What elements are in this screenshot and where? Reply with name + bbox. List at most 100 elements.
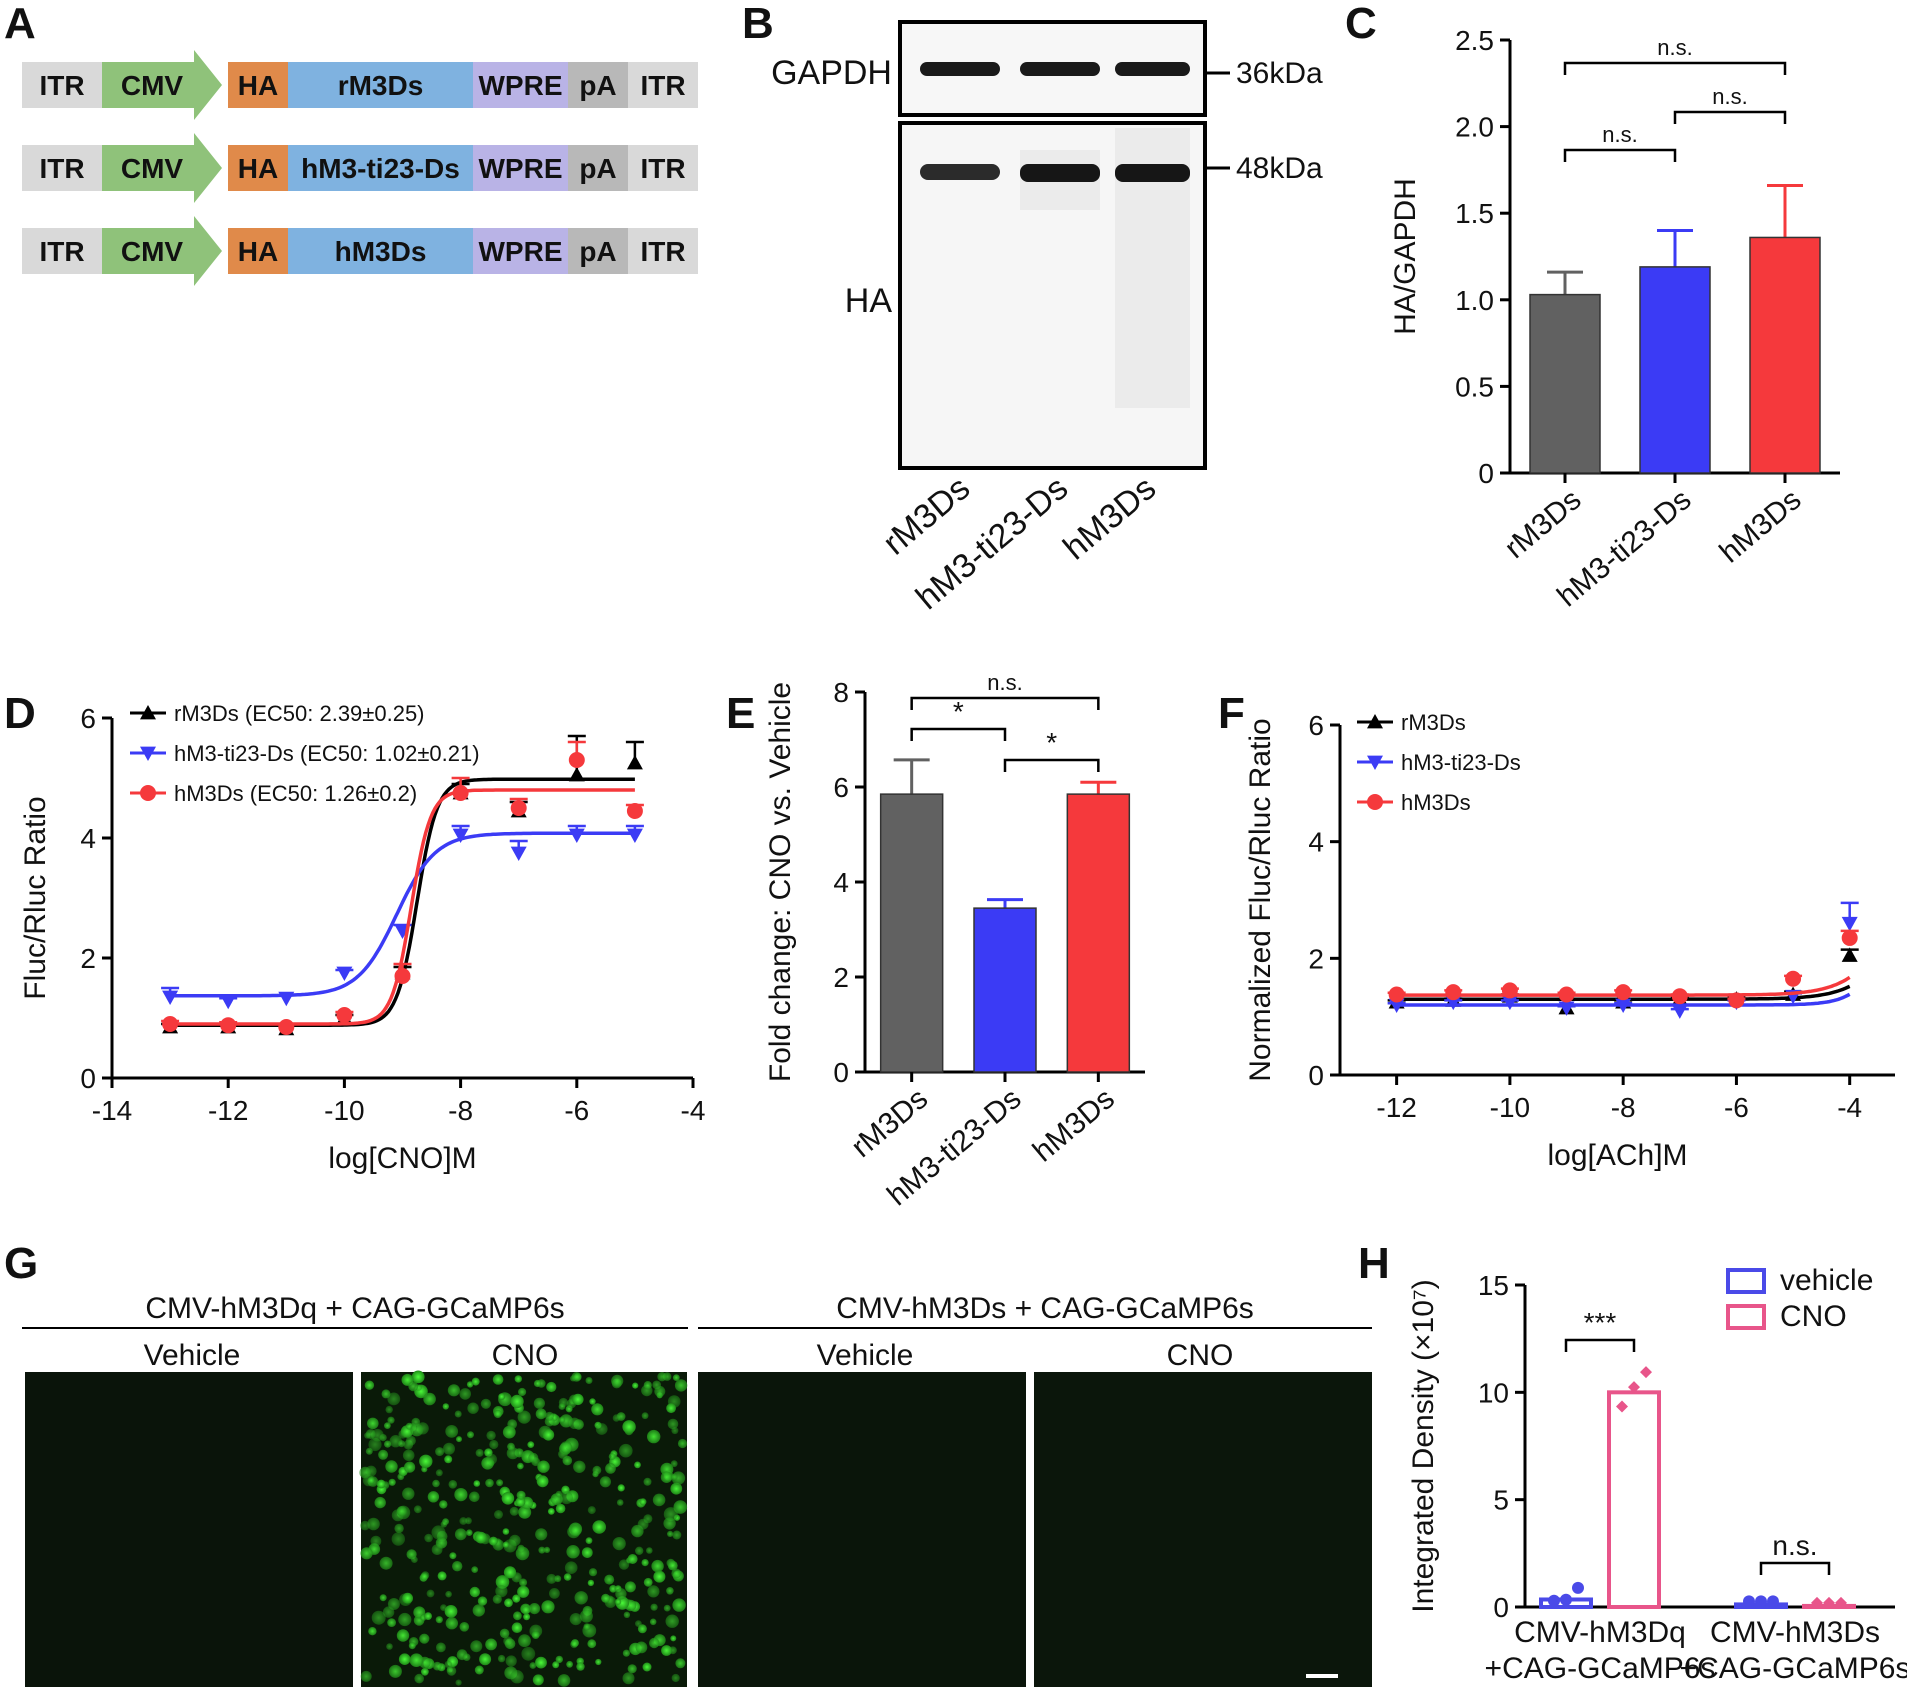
segment-label: CMV	[121, 153, 184, 184]
cell	[387, 1392, 401, 1406]
cell	[414, 1673, 425, 1684]
cell	[566, 1545, 580, 1559]
cell	[445, 1617, 458, 1630]
bar	[1639, 266, 1711, 474]
cell	[527, 1441, 535, 1448]
cell	[541, 1600, 555, 1614]
cell	[502, 1541, 509, 1548]
data-point	[1671, 1004, 1688, 1019]
cell	[615, 1588, 627, 1600]
cell	[467, 1431, 474, 1439]
cell	[591, 1403, 604, 1416]
panel-label-f: F	[1218, 689, 1245, 738]
segment-label: hM3-ti23-Ds	[301, 153, 460, 184]
cell	[496, 1479, 504, 1487]
cell	[402, 1487, 415, 1500]
category-label: +CAG-GCaMP6s	[1485, 1652, 1716, 1685]
cell	[396, 1629, 410, 1642]
segment-label: hM3Ds	[335, 236, 427, 267]
data-point	[510, 800, 527, 816]
cell	[666, 1403, 676, 1414]
x-tick-label: -10	[324, 1095, 364, 1126]
cell	[374, 1496, 386, 1509]
cell	[371, 1610, 386, 1625]
data-point	[1616, 1400, 1628, 1413]
category-label: CMV-hM3Ds	[1710, 1616, 1880, 1649]
cell	[667, 1560, 678, 1571]
cell	[452, 1561, 463, 1572]
cell	[408, 1642, 416, 1650]
cell	[635, 1546, 644, 1556]
cell	[622, 1420, 636, 1434]
cell	[384, 1440, 392, 1448]
data-point	[220, 1017, 237, 1034]
cell	[622, 1649, 631, 1657]
cell	[547, 1508, 555, 1515]
cell	[507, 1442, 515, 1451]
y-tick-label: 4	[1308, 827, 1324, 858]
significance-label: n.s.	[1772, 1530, 1817, 1561]
cell	[427, 1491, 440, 1503]
x-tick-label: -10	[1490, 1092, 1530, 1123]
data-point	[140, 785, 156, 801]
segment-label: ITR	[39, 236, 84, 267]
cell	[411, 1556, 418, 1563]
bar	[973, 907, 1037, 1073]
y-tick-label: 6	[833, 772, 849, 803]
cell	[411, 1370, 425, 1384]
cell	[388, 1664, 402, 1678]
cell	[454, 1410, 462, 1418]
cell	[449, 1552, 457, 1560]
cell	[528, 1452, 539, 1463]
cell	[365, 1429, 376, 1440]
cell	[518, 1387, 527, 1397]
cell	[504, 1598, 513, 1608]
cell	[503, 1566, 517, 1579]
cell	[637, 1518, 649, 1530]
x-tick-label: -14	[92, 1095, 132, 1126]
panel-label-b: B	[742, 0, 774, 48]
cell	[573, 1460, 586, 1474]
data-point	[568, 752, 585, 768]
significance-bracket	[1563, 61, 1787, 75]
data-point	[140, 705, 156, 720]
cell	[536, 1475, 549, 1488]
panel-h: H 0 5 10 15 Integrated Density (×10⁷) CMV-hM3…	[1358, 1239, 1907, 1685]
cell	[627, 1554, 638, 1564]
cell	[440, 1521, 448, 1528]
cell	[639, 1498, 647, 1506]
cell	[579, 1609, 593, 1623]
legend-label: hM3-ti23-Ds	[1401, 750, 1521, 775]
construct-segment	[288, 62, 473, 108]
cell	[558, 1416, 566, 1423]
cell	[514, 1375, 522, 1383]
significance-bracket	[910, 727, 1007, 741]
x-axis-label: log[ACh]M	[1547, 1139, 1687, 1172]
construct-segment	[473, 145, 568, 191]
cell	[657, 1372, 667, 1382]
bar	[1529, 293, 1601, 474]
cell	[535, 1528, 548, 1541]
cell	[533, 1379, 542, 1388]
cell	[391, 1532, 405, 1546]
cell	[641, 1559, 649, 1567]
cell	[420, 1572, 429, 1581]
panel-f: F 0 2 4 6 -12 -10 -8 -6 -4 log[ACh]M Normalized Fl…	[1218, 689, 1895, 1172]
category-label: hM3Ds	[1713, 483, 1807, 569]
cell	[421, 1667, 429, 1676]
construct-segment	[22, 62, 102, 108]
cell	[394, 1523, 404, 1534]
y-tick-label: 10	[1478, 1377, 1509, 1408]
group-title-hm3ds: CMV-hM3Ds + CAG-GCaMP6s	[836, 1292, 1254, 1325]
cell	[426, 1589, 435, 1598]
condition-vehicle-1: Vehicle	[144, 1339, 241, 1372]
cell	[653, 1570, 666, 1583]
cell	[470, 1640, 483, 1653]
cell	[552, 1661, 560, 1669]
category-label: CMV-hM3Dq	[1514, 1616, 1686, 1649]
cell	[480, 1398, 491, 1409]
cell	[574, 1591, 588, 1605]
x-tick-label: -8	[1611, 1092, 1636, 1123]
condition-cno-2: CNO	[1167, 1339, 1234, 1372]
